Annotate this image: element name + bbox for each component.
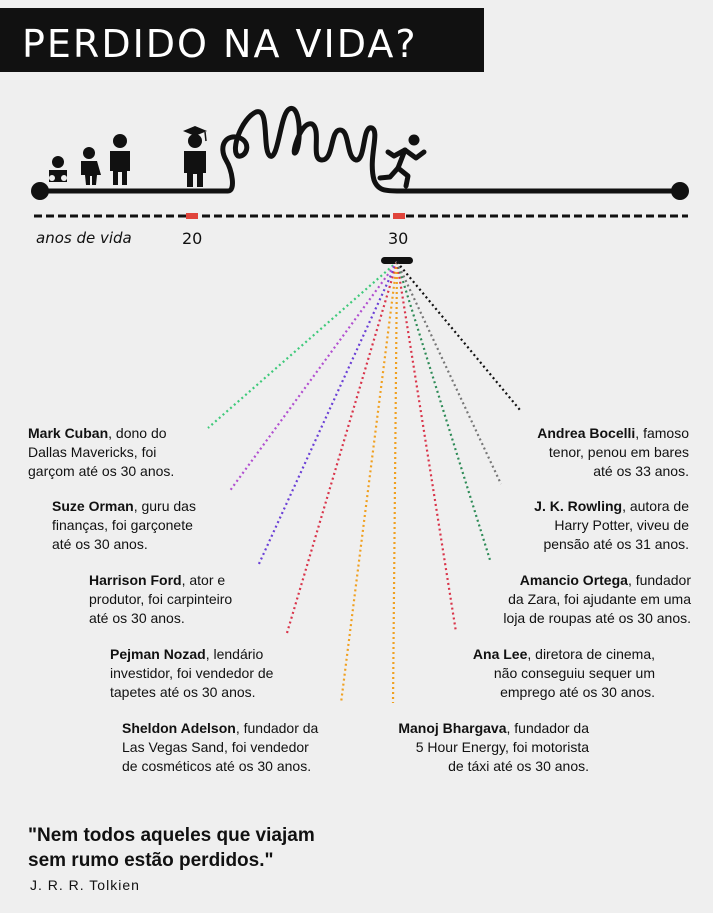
person-desc-line: 5 Hour Energy, foi motorista [415,739,589,755]
person-desc-line: tenor, penou em bares [548,444,689,460]
person-card-manoj-bhargava: Manoj Bhargava, fundador da 5 Hour Energ… [398,719,589,776]
title-banner: PERDIDO NA VIDA? [0,8,484,72]
person-desc: , diretora de cinema, [527,646,655,662]
person-desc-line: de cosméticos até os 30 anos. [122,758,312,774]
person-desc-line: produtor, foi carpinteiro [89,591,233,607]
person-desc: , fundador da [506,720,589,736]
person-desc-line: tapetes até os 30 anos. [110,684,256,700]
person-desc: , lendário [205,646,264,662]
person-card-ana-lee: Ana Lee, diretora de cinema, não consegu… [473,645,655,702]
connector-suze-orman [228,261,398,493]
person-desc: , autora de [622,498,689,514]
timeline-path [37,105,683,194]
person-desc-line: emprego até os 30 anos. [500,684,655,700]
person-desc-line: Dallas Mavericks, foi [28,444,157,460]
person-desc-line: de táxi até os 30 anos. [448,758,589,774]
life-timeline [37,105,683,194]
quote-line: "Nem todos aqueles que viajam [28,825,315,846]
person-name: Ana Lee [472,646,528,662]
person-card-pejman-nozad: Pejman Nozad, lendário investidor, foi v… [110,645,273,702]
person-desc-line: finanças, foi garçonete [52,517,193,533]
quote-author: J. R. R. Tolkien [30,877,140,893]
person-name: Andrea Bocelli [537,425,636,441]
quote-text: "Nem todos aqueles que viajam sem rumo e… [28,823,315,873]
person-desc-line: investidor, foi vendedor de [110,665,274,681]
person-name: J. K. Rowling [534,498,623,514]
person-desc: , ator e [181,572,226,588]
axis-label: anos de vida [36,229,132,247]
person-desc: , dono do [108,425,167,441]
person-card-amancio-ortega: Amancio Ortega, fundador da Zara, foi aj… [503,571,691,628]
person-desc: , famoso [635,425,689,441]
person-desc-line: até os 33 anos. [593,463,689,479]
person-desc: , fundador da [235,720,319,736]
tick-marker-30 [393,213,405,219]
person-card-mark-cuban: Mark Cuban, dono do Dallas Mavericks, fo… [28,424,174,481]
tick-marker-20 [186,213,198,219]
runner-icon [377,134,427,189]
person-desc: , fundador [627,572,691,588]
graduate-icon [183,126,207,187]
person-desc-line: da Zara, foi ajudante em uma [508,591,691,607]
tick-label-30: 30 [388,229,409,248]
hub-marker [381,257,413,264]
connector-amancio-ortega [395,261,492,561]
person-desc-line: Harry Potter, viveu de [554,517,689,533]
person-desc-line: até os 30 anos. [52,536,148,552]
person-desc-line: até os 30 anos. [89,610,185,626]
person-name: Amancio Ortega [519,572,628,588]
person-name: Pejman Nozad [110,646,206,662]
person-card-andrea-bocelli: Andrea Bocelli, famoso tenor, penou em b… [537,424,689,481]
person-card-jk-rowling: J. K. Rowling, autora de Harry Potter, v… [534,497,689,554]
timeline-end-dot [671,182,689,200]
person-card-suze-orman: Suze Orman, guru das finanças, foi garço… [52,497,196,554]
timeline-start-dot [31,182,49,200]
person-desc-line: garçom até os 30 anos. [28,463,175,479]
person-name: Mark Cuban [28,425,109,441]
person-name: Manoj Bhargava [398,720,507,736]
person-card-sheldon-adelson: Sheldon Adelson, fundador da Las Vegas S… [122,719,318,776]
connector-harrison-ford [256,261,399,567]
connector-mark-cuban [207,261,398,429]
person-desc-line: loja de roupas até os 30 anos. [503,610,691,626]
child-icon [81,147,101,185]
person-name: Suze Orman [52,498,134,514]
adult-icon [110,134,130,185]
person-desc-line: não conseguiu sequer um [493,665,655,681]
person-card-harrison-ford: Harrison Ford, ator e produtor, foi carp… [89,571,232,628]
connector-jk-rowling [396,261,502,485]
person-desc-line: pensão até os 31 anos. [543,536,689,552]
person-name: Sheldon Adelson [122,720,236,736]
baby-icon [49,156,67,182]
connector-manoj-bhargava [391,261,399,704]
quote-line: sem rumo estão perdidos." [28,850,274,871]
connector-lines [207,261,521,704]
page-title: PERDIDO NA VIDA? [22,22,418,66]
person-name: Harrison Ford [89,572,182,588]
connector-pejman-nozad [285,261,399,634]
tick-label-20: 20 [182,229,203,248]
person-desc-line: Las Vegas Sand, foi vendedor [122,739,309,755]
connector-ana-lee [395,261,458,633]
connector-andrea-bocelli [396,261,521,411]
person-desc: , guru das [133,498,196,514]
connector-sheldon-adelson [339,261,399,704]
